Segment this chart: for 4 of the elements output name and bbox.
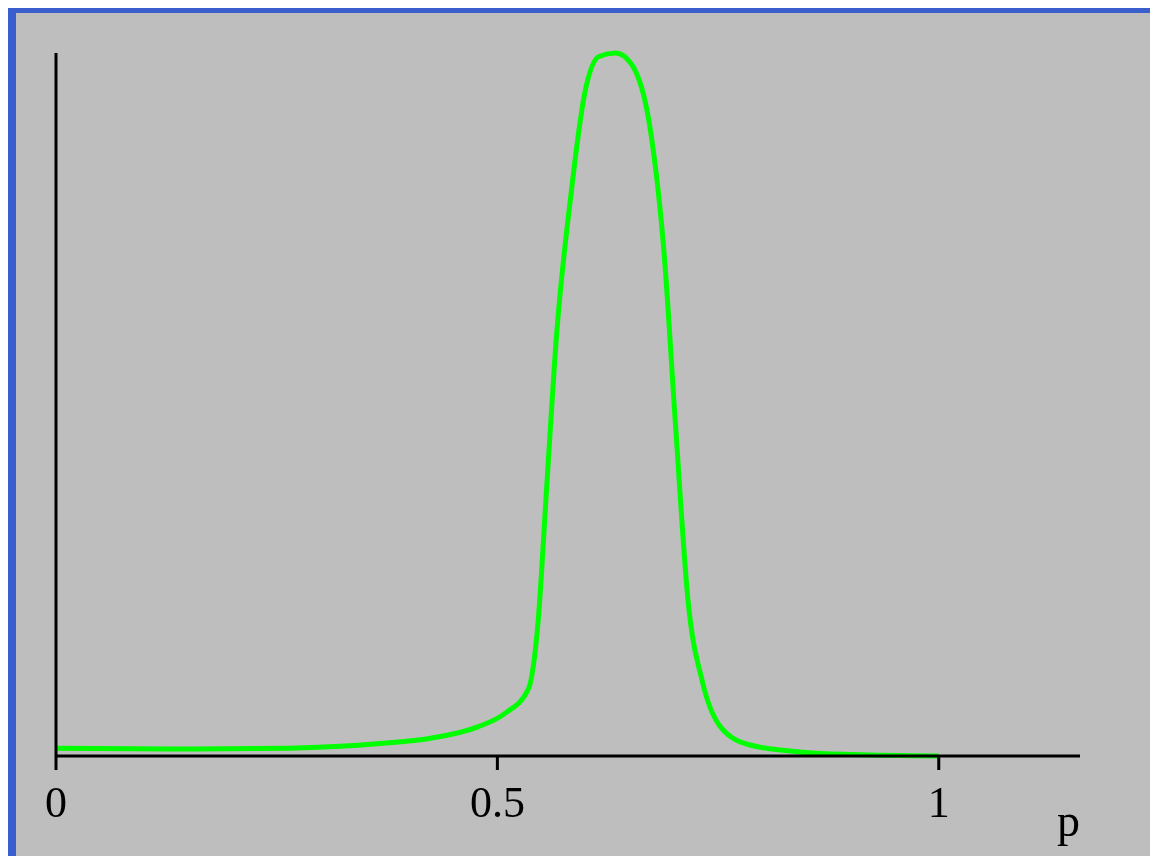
x-axis-title: p <box>1057 795 1080 846</box>
x-tick-label: 0 <box>45 778 67 828</box>
x-tick-label: 0.5 <box>469 778 525 828</box>
x-tick-label: 1 <box>927 778 950 828</box>
